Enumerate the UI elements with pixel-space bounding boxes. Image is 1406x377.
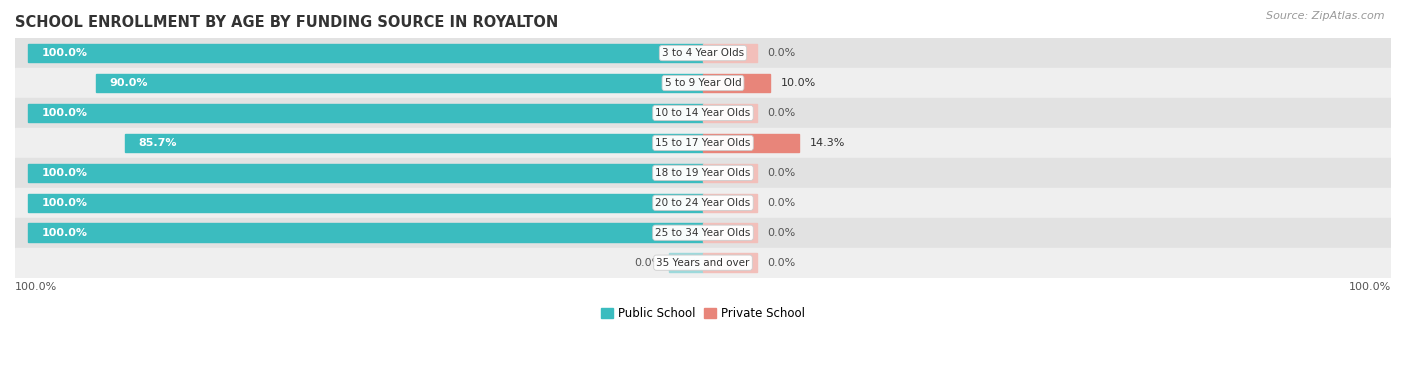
Bar [15, 188, 1391, 218]
Bar [703, 224, 756, 242]
Bar [28, 164, 703, 182]
Bar [703, 164, 756, 182]
Text: 100.0%: 100.0% [42, 108, 89, 118]
Bar [15, 38, 1391, 68]
Text: 100.0%: 100.0% [42, 228, 89, 238]
Text: 0.0%: 0.0% [768, 168, 796, 178]
Text: 90.0%: 90.0% [110, 78, 148, 88]
Text: 18 to 19 Year Olds: 18 to 19 Year Olds [655, 168, 751, 178]
Bar [28, 224, 703, 242]
Text: 0.0%: 0.0% [768, 108, 796, 118]
Text: 100.0%: 100.0% [42, 48, 89, 58]
Bar [669, 253, 703, 272]
Bar [703, 74, 770, 92]
Text: 10 to 14 Year Olds: 10 to 14 Year Olds [655, 108, 751, 118]
Bar [703, 104, 756, 122]
Text: 0.0%: 0.0% [768, 198, 796, 208]
Bar [96, 74, 703, 92]
Text: 100.0%: 100.0% [1348, 282, 1391, 292]
Bar [15, 158, 1391, 188]
Text: Source: ZipAtlas.com: Source: ZipAtlas.com [1267, 11, 1385, 21]
Legend: Public School, Private School: Public School, Private School [596, 302, 810, 325]
Text: 25 to 34 Year Olds: 25 to 34 Year Olds [655, 228, 751, 238]
Bar [703, 253, 756, 272]
Bar [15, 68, 1391, 98]
Text: 5 to 9 Year Old: 5 to 9 Year Old [665, 78, 741, 88]
Bar [28, 104, 703, 122]
Text: 14.3%: 14.3% [810, 138, 845, 148]
Bar [125, 133, 703, 152]
Text: 0.0%: 0.0% [768, 228, 796, 238]
Bar [28, 44, 703, 62]
Bar [15, 248, 1391, 277]
Text: 20 to 24 Year Olds: 20 to 24 Year Olds [655, 198, 751, 208]
Bar [703, 193, 756, 212]
Text: 35 Years and over: 35 Years and over [657, 257, 749, 268]
Text: 0.0%: 0.0% [634, 257, 662, 268]
Text: 100.0%: 100.0% [42, 198, 89, 208]
Text: 0.0%: 0.0% [768, 257, 796, 268]
Text: 15 to 17 Year Olds: 15 to 17 Year Olds [655, 138, 751, 148]
Bar [15, 98, 1391, 128]
Text: 0.0%: 0.0% [768, 48, 796, 58]
Text: 10.0%: 10.0% [780, 78, 815, 88]
Bar [703, 44, 756, 62]
Text: 100.0%: 100.0% [15, 282, 58, 292]
Text: SCHOOL ENROLLMENT BY AGE BY FUNDING SOURCE IN ROYALTON: SCHOOL ENROLLMENT BY AGE BY FUNDING SOUR… [15, 15, 558, 30]
Text: 100.0%: 100.0% [42, 168, 89, 178]
Bar [28, 193, 703, 212]
Text: 3 to 4 Year Olds: 3 to 4 Year Olds [662, 48, 744, 58]
Bar [703, 133, 800, 152]
Bar [15, 128, 1391, 158]
Bar [15, 218, 1391, 248]
Text: 85.7%: 85.7% [138, 138, 177, 148]
